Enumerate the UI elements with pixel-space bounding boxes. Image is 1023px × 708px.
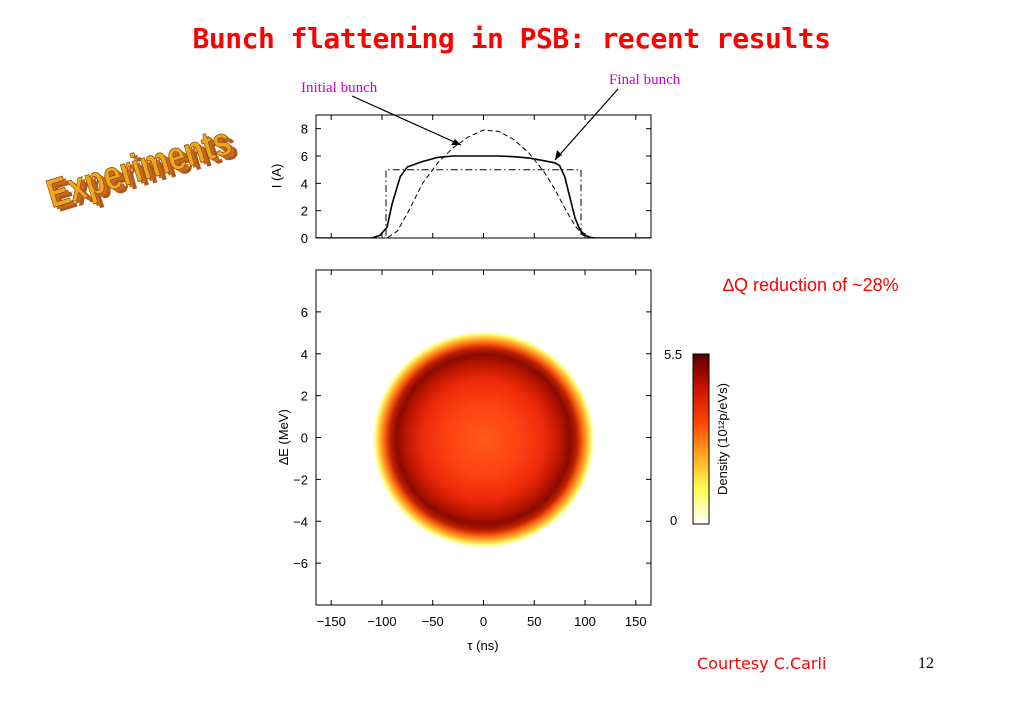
x-tick-label: −150	[317, 614, 346, 629]
colorbar-max-label: 5.5	[664, 347, 682, 362]
colorbar-label: Density (10¹²p/eVs)	[715, 383, 730, 495]
x-tick-label: 100	[574, 614, 596, 629]
top-series	[316, 129, 651, 238]
delta-symbol: ∆	[723, 275, 735, 295]
bottom-y-ticks: −6 −4 −2 0 2 4 6	[293, 305, 651, 571]
current-axis-label: I (A)	[269, 164, 284, 189]
tau-axis-label: τ (ns)	[467, 638, 498, 653]
initial-bunch-label: Initial bunch	[301, 80, 378, 96]
annotation-arrows	[351, 88, 619, 161]
y-tick-label: 6	[301, 305, 308, 320]
colorbar-scale	[692, 353, 710, 525]
final-arrow-head	[555, 150, 562, 160]
top-plot-frame	[315, 114, 652, 239]
y-tick-label: 8	[301, 122, 308, 137]
x-tick-label: 50	[527, 614, 541, 629]
colorbar-min-label: 0	[670, 513, 677, 528]
y-tick-label: 2	[301, 389, 308, 404]
phase-space-plot: −150 −100 −50 0 50 100 150 −6 −4 −2 0 2 4 6 τ (ns) ∆…	[276, 269, 652, 653]
initial-arrow-head	[451, 139, 461, 145]
dq-reduction-note: ∆Q reduction of ~28%	[723, 275, 899, 296]
final-bunch-label: Final bunch	[609, 72, 681, 88]
y-tick-label: 4	[301, 176, 308, 191]
y-tick-label: 4	[301, 347, 308, 362]
series-line-initial-bunch	[316, 129, 651, 238]
page-number: 12	[918, 655, 934, 672]
slide-title: Bunch flattening in PSB: recent results	[192, 22, 831, 55]
y-tick-label: −4	[293, 514, 308, 529]
courtesy-credit: Courtesy C.Carli	[697, 654, 827, 673]
current-profile-plot: 0 2 4 6 8 I (A)	[269, 114, 652, 246]
top-y-ticks: 0 2 4 6 8	[301, 122, 651, 246]
x-tick-label: −100	[367, 614, 396, 629]
y-tick-label: 0	[301, 431, 308, 446]
series-line-dashdot	[316, 169, 651, 238]
y-tick-label: 0	[301, 231, 308, 246]
energy-axis-label: ∆E (MeV)	[276, 409, 291, 465]
series-line-final-bunch	[316, 155, 651, 238]
top-x-ticks	[330, 115, 637, 238]
colorbar: 5.5 0 Density (10¹²p/eVs)	[664, 347, 730, 528]
initial-bunch-arrow	[351, 95, 462, 146]
density-distribution	[371, 330, 596, 549]
dq-reduction-text: Q reduction of ~28%	[734, 275, 899, 295]
experiments-badge: Experiments Experiments Experiments	[41, 119, 242, 221]
y-tick-label: 6	[301, 149, 308, 164]
x-tick-label: 150	[625, 614, 647, 629]
x-tick-label: −50	[422, 614, 444, 629]
y-tick-label: −2	[293, 472, 308, 487]
bottom-x-ticks: −150 −100 −50 0 50 100 150	[317, 270, 647, 629]
x-tick-label: 0	[480, 614, 487, 629]
y-tick-label: 2	[301, 204, 308, 219]
y-tick-label: −6	[293, 556, 308, 571]
final-bunch-arrow	[554, 88, 619, 161]
